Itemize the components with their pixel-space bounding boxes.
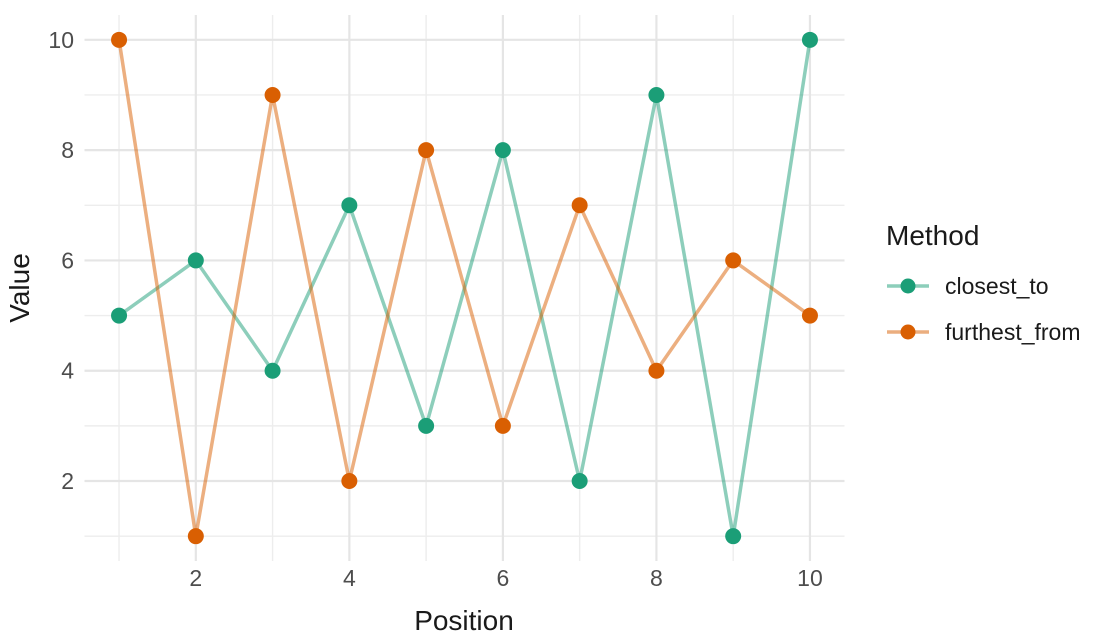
data-point-furthest_from bbox=[725, 252, 742, 269]
data-point-furthest_from bbox=[111, 31, 128, 48]
data-point-closest_to bbox=[648, 86, 665, 103]
x-tick-label: 8 bbox=[650, 565, 663, 591]
y-tick-label: 4 bbox=[61, 358, 74, 384]
legend-key-icon bbox=[887, 324, 929, 340]
data-point-furthest_from bbox=[571, 197, 588, 214]
data-point-furthest_from bbox=[648, 362, 665, 379]
series-line-furthest_from bbox=[117, 39, 811, 537]
legend: Method closest_to furthest_from bbox=[886, 219, 1081, 355]
x-axis-title: Position bbox=[414, 605, 514, 636]
legend-label: closest_to bbox=[945, 272, 1049, 299]
data-point-closest_to bbox=[418, 417, 435, 434]
data-point-furthest_from bbox=[418, 142, 435, 159]
y-tick-label: 10 bbox=[48, 27, 74, 53]
data-point-furthest_from bbox=[341, 473, 358, 490]
data-point-closest_to bbox=[725, 528, 742, 545]
data-point-furthest_from bbox=[801, 307, 818, 324]
data-point-closest_to bbox=[341, 197, 358, 214]
data-point-furthest_from bbox=[187, 528, 204, 545]
legend-item-closest_to: closest_to bbox=[886, 263, 1081, 309]
y-tick-label: 6 bbox=[61, 247, 74, 273]
y-tick-label: 8 bbox=[61, 137, 74, 163]
legend-items: closest_to furthest_from bbox=[886, 263, 1081, 355]
legend-label: furthest_from bbox=[945, 318, 1081, 345]
data-point-closest_to bbox=[111, 307, 128, 324]
x-tick-label: 10 bbox=[797, 565, 823, 591]
x-tick-label: 6 bbox=[496, 565, 509, 591]
y-axis-title: Value bbox=[4, 253, 35, 323]
data-point-closest_to bbox=[494, 142, 511, 159]
data-point-furthest_from bbox=[264, 86, 281, 103]
data-point-closest_to bbox=[801, 31, 818, 48]
data-point-closest_to bbox=[187, 252, 204, 269]
data-point-closest_to bbox=[264, 362, 281, 379]
x-tick-label: 2 bbox=[189, 565, 202, 591]
data-point-furthest_from bbox=[494, 417, 511, 434]
legend-title: Method bbox=[886, 220, 980, 251]
y-tick-label: 2 bbox=[61, 468, 74, 494]
x-tick-label: 4 bbox=[343, 565, 356, 591]
legend-item-furthest_from: furthest_from bbox=[886, 309, 1081, 355]
data-point-closest_to bbox=[571, 473, 588, 490]
legend-key-icon bbox=[887, 278, 929, 294]
